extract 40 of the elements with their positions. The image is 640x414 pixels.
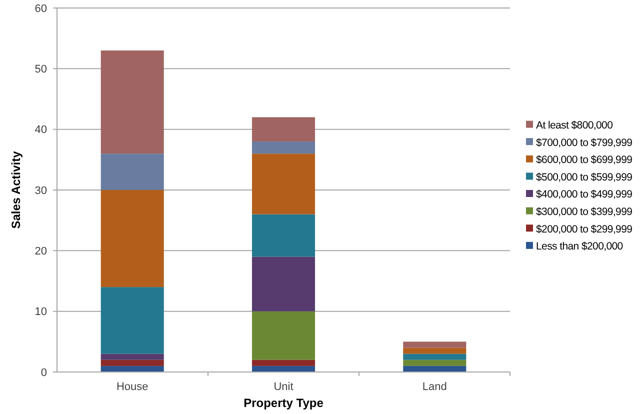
legend-label: $500,000 to $599,999 (536, 171, 633, 184)
bar (100, 360, 164, 366)
y-tick-label: 50 (34, 64, 47, 76)
bar (252, 141, 316, 154)
bar (100, 354, 164, 360)
bar (100, 287, 164, 354)
y-tick-label: 30 (34, 184, 47, 197)
legend-label: $200,000 to $299,999 (536, 223, 633, 236)
bar (252, 256, 316, 312)
x-tick-label: House (116, 381, 148, 393)
legend-label: $700,000 to $799,999 (536, 136, 633, 149)
bar (100, 154, 164, 190)
x-tick-label: Unit (274, 381, 294, 393)
y-tick-label: 40 (34, 124, 47, 136)
bar (403, 360, 466, 366)
bar (252, 214, 316, 257)
bar (252, 154, 316, 214)
bar (100, 190, 164, 288)
bar (403, 366, 466, 372)
bar (403, 354, 466, 360)
bar (252, 311, 316, 360)
y-tick-label: 60 (34, 2, 47, 15)
legend-label: Less than $200,000 (536, 240, 624, 253)
bar (403, 348, 466, 354)
bar (252, 360, 316, 366)
bar (100, 366, 164, 372)
x-tick-label: Land (422, 381, 447, 393)
bar (252, 366, 316, 372)
x-axis-title: Property Type (244, 396, 324, 410)
y-tick-label: 20 (34, 246, 47, 258)
bar (100, 50, 164, 154)
bar (252, 117, 316, 142)
legend-label: $400,000 to $499,999 (536, 188, 633, 201)
y-tick-label: 0 (40, 366, 47, 379)
y-tick-label: 10 (34, 306, 47, 318)
bar (403, 342, 466, 348)
legend-label: $600,000 to $699,999 (536, 154, 633, 166)
legend-label: At least $800,000 (536, 119, 614, 132)
y-axis-title: Sales Activity (9, 150, 23, 229)
legend-label: $300,000 to $399,999 (536, 206, 633, 218)
